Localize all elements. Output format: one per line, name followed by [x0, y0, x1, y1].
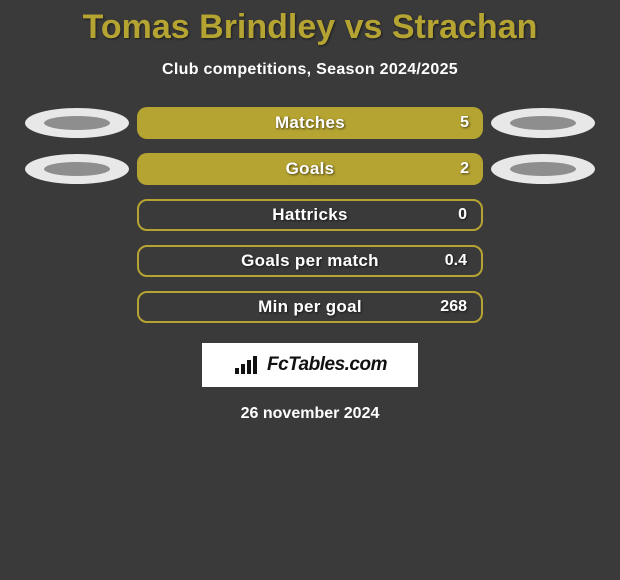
stat-bar: Goals per match 0.4	[137, 245, 483, 277]
stat-value: 268	[440, 298, 467, 316]
logo-box: FcTables.com	[202, 343, 418, 387]
stat-label: Matches	[275, 113, 345, 133]
stat-label: Hattricks	[272, 205, 347, 225]
stats-rows: Matches 5 Goals 2 Hattricks 0 Goals per match 0…	[0, 107, 620, 323]
stat-value: 0.4	[445, 252, 467, 270]
stat-row: Min per goal 268	[0, 291, 620, 323]
bar-chart-icon	[233, 354, 261, 376]
right-side	[483, 154, 603, 184]
left-side	[17, 108, 137, 138]
ellipse-inner	[44, 162, 110, 176]
ellipse-inner	[510, 116, 576, 130]
ellipse-inner	[44, 116, 110, 130]
ellipse-icon	[491, 108, 595, 138]
right-side	[483, 108, 603, 138]
stat-bar: Hattricks 0	[137, 199, 483, 231]
stat-bar: Matches 5	[137, 107, 483, 139]
stat-value: 0	[458, 206, 467, 224]
subtitle: Club competitions, Season 2024/2025	[0, 61, 620, 79]
stat-row: Goals 2	[0, 153, 620, 185]
stat-row: Goals per match 0.4	[0, 245, 620, 277]
ellipse-inner	[510, 162, 576, 176]
ellipse-icon	[25, 108, 129, 138]
stat-label: Min per goal	[258, 297, 362, 317]
stat-row: Hattricks 0	[0, 199, 620, 231]
ellipse-icon	[25, 154, 129, 184]
stat-value: 2	[460, 160, 469, 178]
left-side	[17, 154, 137, 184]
stat-bar: Goals 2	[137, 153, 483, 185]
stat-row: Matches 5	[0, 107, 620, 139]
ellipse-icon	[491, 154, 595, 184]
stat-value: 5	[460, 114, 469, 132]
stat-bar: Min per goal 268	[137, 291, 483, 323]
logo-text: FcTables.com	[267, 354, 387, 376]
page-title: Tomas Brindley vs Strachan	[0, 0, 620, 47]
date-text: 26 november 2024	[0, 405, 620, 423]
stat-label: Goals	[286, 159, 335, 179]
stat-label: Goals per match	[241, 251, 379, 271]
